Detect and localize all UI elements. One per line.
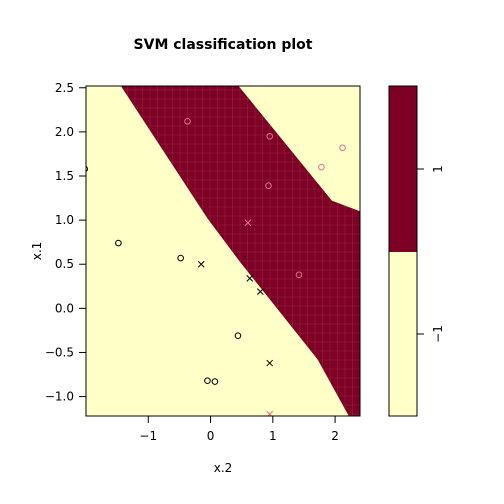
y-tick-label: 0.5 bbox=[55, 257, 74, 271]
y-tick-label: −0.5 bbox=[45, 345, 74, 359]
y-axis: −1.0 −0.5 0.0 0.5 1.0 1.5 2.0 2.5 bbox=[45, 81, 86, 404]
data-point-circle bbox=[339, 144, 346, 152]
data-point-circle bbox=[318, 163, 325, 171]
y-tick-label: 2.0 bbox=[55, 125, 74, 139]
data-point-circle bbox=[204, 377, 211, 385]
data-point-circle bbox=[115, 239, 122, 247]
legend-label-negative: −1 bbox=[431, 325, 445, 343]
data-point-circle bbox=[234, 332, 242, 340]
data-point-circle bbox=[184, 117, 191, 125]
x-tick-label: 2 bbox=[331, 429, 339, 443]
data-point-circle bbox=[266, 132, 274, 140]
data-point-cross bbox=[244, 219, 252, 227]
data-point-circle bbox=[265, 182, 272, 190]
y-axis-label: x.1 bbox=[30, 242, 44, 261]
x-tick-label: 1 bbox=[269, 429, 277, 443]
data-point-cross bbox=[246, 274, 254, 282]
legend-swatch-negative bbox=[389, 252, 417, 416]
data-point-circle bbox=[86, 165, 89, 172]
y-tick-label: 2.5 bbox=[55, 81, 74, 95]
data-point-cross bbox=[197, 260, 205, 268]
plot-area bbox=[86, 86, 360, 416]
x-tick-label: −1 bbox=[139, 429, 157, 443]
color-legend: 1 −1 bbox=[388, 85, 445, 417]
plot-frame bbox=[85, 85, 361, 417]
y-tick-label: 1.5 bbox=[55, 169, 74, 183]
x-tick-label: 0 bbox=[207, 429, 215, 443]
chart-title: SVM classification plot bbox=[134, 37, 313, 53]
x-axis: −1 0 1 2 bbox=[139, 416, 339, 443]
data-point-circle bbox=[177, 254, 184, 262]
data-point-cross bbox=[266, 410, 274, 416]
data-point-circle bbox=[295, 271, 303, 279]
data-points bbox=[86, 117, 346, 416]
y-tick-label: 1.0 bbox=[55, 213, 74, 227]
legend-swatch-positive bbox=[389, 86, 417, 252]
data-point-circle bbox=[211, 378, 219, 385]
y-tick-label: 0.0 bbox=[55, 301, 74, 315]
legend-frame bbox=[388, 85, 418, 417]
data-point-cross bbox=[266, 359, 274, 367]
x-axis-label: x.2 bbox=[214, 461, 233, 475]
legend-label-positive: 1 bbox=[431, 165, 445, 173]
data-point-cross bbox=[257, 288, 264, 295]
y-tick-label: −1.0 bbox=[45, 390, 74, 404]
